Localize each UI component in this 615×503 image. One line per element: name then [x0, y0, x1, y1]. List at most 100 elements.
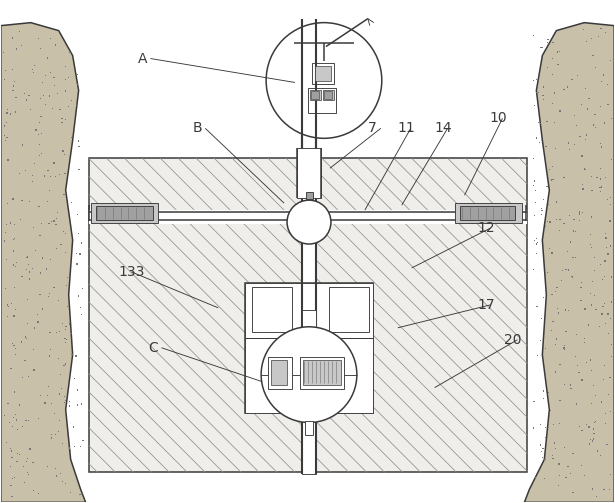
Bar — [32, 175, 33, 176]
Bar — [28, 95, 29, 96]
Bar — [548, 392, 549, 393]
Bar — [49, 96, 50, 97]
Bar — [581, 282, 582, 283]
Bar — [541, 208, 542, 209]
Bar — [25, 170, 26, 172]
Bar — [64, 402, 65, 403]
Bar — [302, 310, 316, 365]
Text: C: C — [148, 341, 158, 355]
Bar — [28, 376, 29, 377]
Bar — [69, 323, 70, 324]
Bar — [64, 154, 65, 155]
Bar — [17, 453, 18, 454]
Bar — [581, 465, 582, 466]
Bar — [8, 306, 9, 307]
Bar — [547, 39, 549, 40]
Bar — [604, 276, 605, 277]
Bar — [10, 451, 12, 452]
Bar — [542, 448, 544, 449]
Bar — [59, 331, 60, 332]
Bar — [592, 190, 593, 191]
Bar — [65, 119, 66, 120]
Bar — [305, 421, 313, 436]
Bar — [56, 475, 57, 476]
Bar — [70, 451, 71, 452]
Bar — [533, 185, 534, 186]
Bar — [55, 44, 57, 46]
Bar — [34, 65, 35, 66]
Bar — [34, 162, 35, 164]
Bar — [324, 92, 332, 100]
Bar — [26, 257, 27, 259]
Text: 20: 20 — [504, 333, 522, 347]
Bar — [25, 337, 26, 338]
Bar — [593, 270, 595, 271]
Bar — [82, 288, 83, 289]
Bar — [590, 176, 592, 177]
Bar — [565, 269, 566, 270]
Bar — [268, 357, 292, 389]
Bar — [559, 475, 560, 476]
Bar — [603, 489, 605, 490]
Bar — [22, 200, 23, 201]
Bar — [557, 308, 558, 309]
Bar — [584, 475, 585, 476]
Bar — [15, 309, 16, 310]
Bar — [586, 424, 587, 425]
Bar — [26, 338, 28, 339]
Bar — [76, 264, 77, 265]
Bar — [565, 330, 566, 332]
Bar — [29, 95, 30, 97]
Bar — [7, 109, 9, 111]
Bar — [77, 74, 78, 75]
Bar — [591, 304, 592, 305]
Bar — [603, 379, 604, 380]
Bar — [569, 215, 570, 216]
Bar — [23, 466, 25, 467]
Bar — [574, 144, 576, 145]
Bar — [44, 176, 46, 177]
Bar — [584, 308, 585, 310]
Bar — [15, 348, 17, 349]
Bar — [533, 428, 534, 429]
Bar — [558, 312, 559, 314]
Bar — [11, 495, 12, 497]
Bar — [50, 349, 51, 350]
Bar — [50, 176, 51, 177]
Bar — [601, 146, 603, 147]
Bar — [65, 233, 66, 234]
Bar — [21, 342, 22, 343]
Bar — [538, 122, 539, 123]
Bar — [576, 334, 577, 335]
Bar — [77, 233, 79, 234]
Bar — [581, 287, 582, 288]
Bar — [75, 356, 76, 357]
Text: B: B — [192, 121, 202, 135]
Bar — [13, 238, 14, 240]
Bar — [579, 136, 581, 137]
Bar — [535, 202, 536, 203]
Bar — [592, 488, 593, 489]
Bar — [557, 64, 558, 65]
Bar — [533, 158, 534, 159]
Bar — [536, 238, 537, 239]
Bar — [77, 140, 79, 141]
Bar — [69, 404, 71, 406]
Bar — [604, 122, 605, 124]
Bar — [10, 466, 11, 467]
Bar — [80, 307, 81, 308]
Bar — [78, 169, 79, 170]
Bar — [605, 237, 606, 239]
Bar — [591, 247, 592, 248]
Bar — [603, 365, 605, 366]
Bar — [543, 297, 544, 298]
Bar — [26, 461, 27, 462]
Bar — [605, 413, 606, 414]
Bar — [459, 206, 515, 220]
Bar — [46, 269, 47, 270]
Bar — [47, 57, 49, 58]
Bar — [549, 221, 550, 223]
Bar — [14, 315, 15, 316]
Bar — [563, 89, 565, 90]
Bar — [65, 66, 66, 67]
